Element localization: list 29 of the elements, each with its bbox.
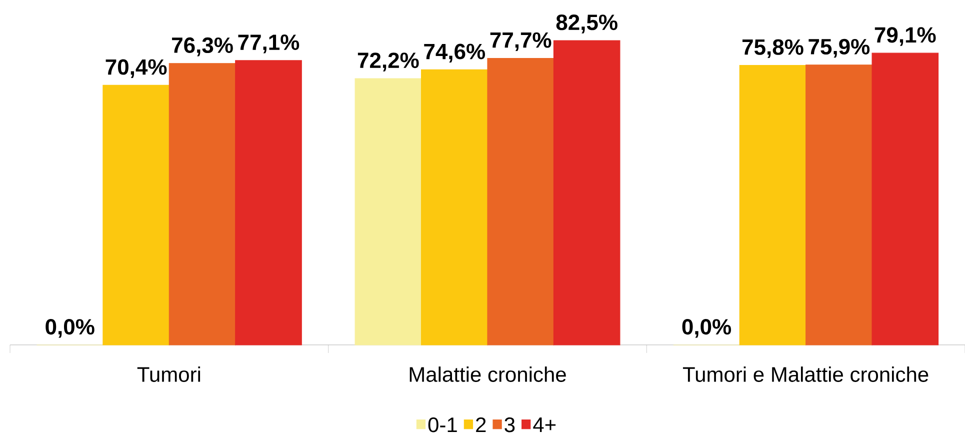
bar — [354, 78, 422, 346]
legend-label: 4+ — [533, 417, 556, 432]
bar — [168, 63, 236, 346]
bar — [420, 69, 488, 346]
x-tick-label: Malattie croniche — [410, 366, 566, 382]
legend-label: 2 — [476, 417, 486, 432]
data-label: 75,9% — [808, 38, 870, 58]
x-tick-label: Tumori — [137, 366, 200, 382]
data-label: 77,7% — [490, 32, 552, 52]
x-tick-label: Tumori e Malattie croniche — [682, 366, 928, 382]
data-label: 77,1% — [238, 34, 300, 54]
bar — [806, 64, 872, 346]
data-label: 76,3% — [172, 37, 233, 56]
data-label: 82,5% — [556, 14, 618, 34]
bar — [739, 64, 806, 346]
bar — [102, 84, 170, 346]
legend-label: 0-1 — [428, 417, 457, 432]
data-label: 75,8% — [742, 39, 804, 58]
data-label: 0,0% — [46, 319, 94, 338]
data-label: 70,4% — [106, 59, 167, 78]
legend-label: 3 — [504, 417, 515, 432]
data-label: 79,1% — [874, 27, 936, 46]
data-label: 74,6% — [424, 44, 485, 62]
bar — [235, 60, 302, 346]
bar — [872, 52, 939, 346]
bar — [553, 40, 620, 346]
bar — [487, 58, 554, 346]
data-label: 72,2% — [358, 52, 419, 72]
data-label: 0,0% — [682, 319, 731, 338]
